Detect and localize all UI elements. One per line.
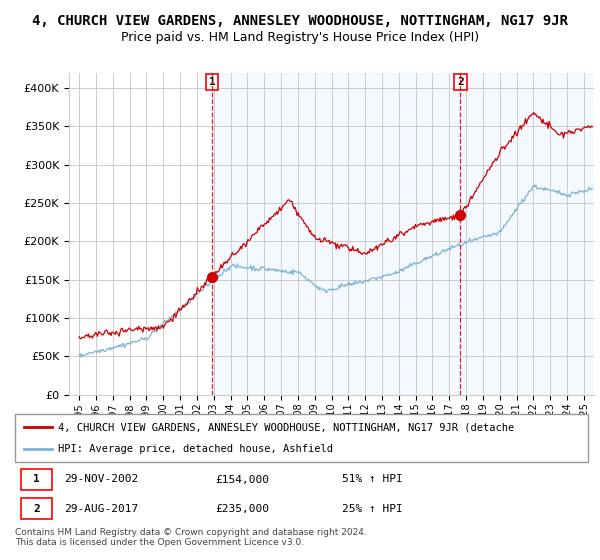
Text: 2: 2 <box>33 504 40 514</box>
Text: £154,000: £154,000 <box>215 474 269 484</box>
Text: 29-AUG-2017: 29-AUG-2017 <box>64 504 138 514</box>
Text: 1: 1 <box>33 474 40 484</box>
Bar <box>460 73 594 395</box>
Text: 25% ↑ HPI: 25% ↑ HPI <box>341 504 403 514</box>
Text: Price paid vs. HM Land Registry's House Price Index (HPI): Price paid vs. HM Land Registry's House … <box>121 31 479 44</box>
Text: £235,000: £235,000 <box>215 504 269 514</box>
Text: 4, CHURCH VIEW GARDENS, ANNESLEY WOODHOUSE, NOTTINGHAM, NG17 9JR (detache: 4, CHURCH VIEW GARDENS, ANNESLEY WOODHOU… <box>58 422 514 432</box>
Text: HPI: Average price, detached house, Ashfield: HPI: Average price, detached house, Ashf… <box>58 444 333 454</box>
Text: 4, CHURCH VIEW GARDENS, ANNESLEY WOODHOUSE, NOTTINGHAM, NG17 9JR: 4, CHURCH VIEW GARDENS, ANNESLEY WOODHOU… <box>32 14 568 28</box>
Text: 1: 1 <box>209 77 215 87</box>
Text: 2: 2 <box>457 77 464 87</box>
FancyBboxPatch shape <box>15 414 588 462</box>
Text: 51% ↑ HPI: 51% ↑ HPI <box>341 474 403 484</box>
Text: Contains HM Land Registry data © Crown copyright and database right 2024.
This d: Contains HM Land Registry data © Crown c… <box>15 528 367 547</box>
FancyBboxPatch shape <box>21 498 52 520</box>
Text: 29-NOV-2002: 29-NOV-2002 <box>64 474 138 484</box>
FancyBboxPatch shape <box>21 469 52 490</box>
Bar <box>212 73 460 395</box>
